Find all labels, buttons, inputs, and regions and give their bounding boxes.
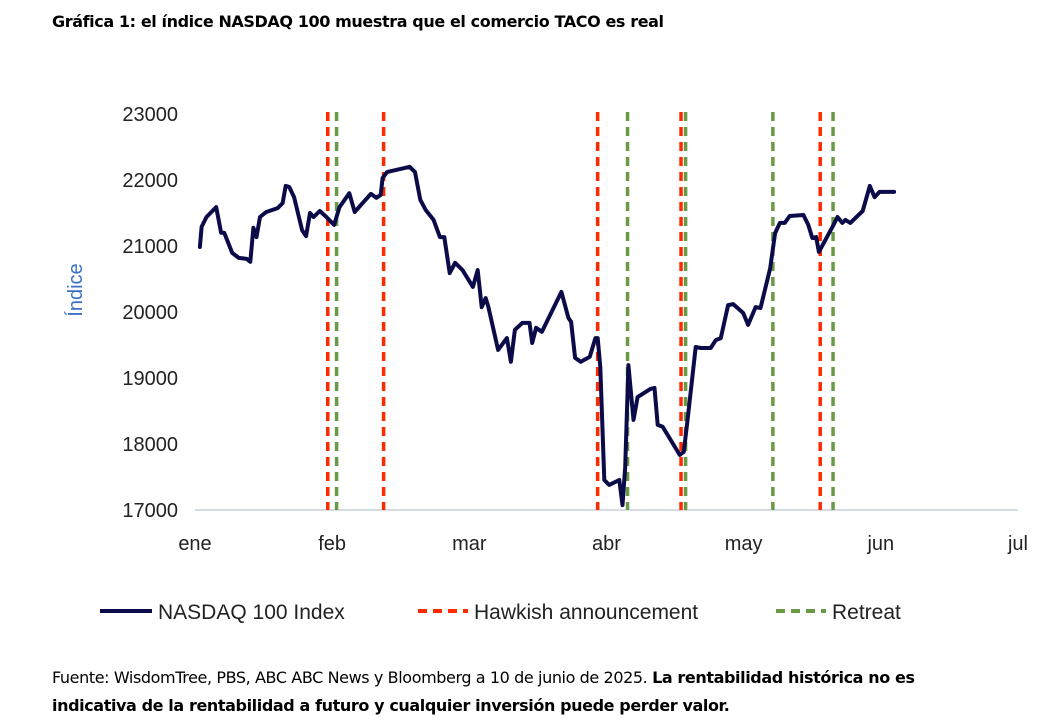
legend-label-retreat: Retreat bbox=[832, 601, 901, 624]
source-footnote: Fuente: WisdomTree, PBS, ABC ABC News y … bbox=[52, 664, 932, 720]
legend-label-nasdaq: NASDAQ 100 Index bbox=[158, 601, 345, 624]
y-tick-label: 17000 bbox=[122, 500, 178, 522]
y-axis-label: Índice bbox=[64, 263, 87, 316]
legend-label-hawkish: Hawkish announcement bbox=[474, 601, 698, 624]
x-tick-label: mar bbox=[452, 533, 487, 555]
y-tick-label: 22000 bbox=[122, 170, 178, 192]
nasdaq-chart: 17000 18000 19000 20000 21000 22000 23000 ene f… bbox=[64, 104, 1028, 624]
legend-item-hawkish: Hawkish announcement bbox=[418, 601, 698, 624]
x-tick-label: ene bbox=[178, 533, 211, 555]
y-tick-label: 23000 bbox=[122, 104, 178, 126]
y-tick-label: 21000 bbox=[122, 236, 178, 258]
x-tick-label: abr bbox=[592, 533, 621, 555]
y-tick-label: 20000 bbox=[122, 302, 178, 324]
footnote-disclaimer: La rentabilidad histórica no es indicati… bbox=[52, 668, 915, 715]
x-tick-label: feb bbox=[318, 533, 346, 555]
series-line-nasdaq-100 bbox=[197, 164, 897, 508]
footnote-source: Fuente: WisdomTree, PBS, ABC ABC News y … bbox=[52, 668, 653, 687]
chart-title: Gráfica 1: el índice NASDAQ 100 muestra … bbox=[52, 12, 664, 31]
legend-item-retreat: Retreat bbox=[776, 601, 901, 624]
legend-item-nasdaq: NASDAQ 100 Index bbox=[100, 601, 345, 624]
x-tick-label: may bbox=[725, 533, 763, 555]
x-tick-label: jul bbox=[1007, 533, 1028, 555]
x-tick-label: jun bbox=[866, 533, 894, 555]
legend: NASDAQ 100 Index Hawkish announcement Re… bbox=[100, 601, 901, 624]
y-tick-label: 19000 bbox=[122, 368, 178, 390]
y-tick-label: 18000 bbox=[122, 434, 178, 456]
